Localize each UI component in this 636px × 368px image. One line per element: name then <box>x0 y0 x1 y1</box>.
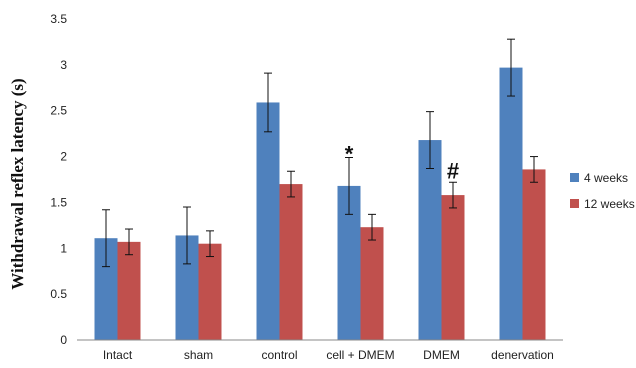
error-bar <box>530 156 538 183</box>
y-tick-label: 0.5 <box>50 287 67 301</box>
legend-item: 4 weeks <box>570 171 628 185</box>
bar-4-weeks <box>499 67 523 340</box>
x-category-label: sham <box>184 348 213 362</box>
legend-swatch <box>570 199 579 208</box>
y-tick-label: 1 <box>60 241 67 255</box>
y-axis-label: Withdrawal reflex latency (s) <box>8 78 27 289</box>
error-bar <box>507 38 515 97</box>
annotation-asterisk: * <box>345 141 354 166</box>
bar-4-weeks <box>94 238 118 340</box>
error-bar <box>206 230 214 258</box>
error-bar <box>287 170 295 198</box>
error-bar <box>102 209 110 268</box>
y-tick-label: 2 <box>60 150 67 164</box>
x-category-label: denervation <box>491 348 554 362</box>
error-bars <box>102 38 538 268</box>
legend: 4 weeks 12 weeks <box>570 171 635 211</box>
error-bar <box>426 111 434 169</box>
bar-12-weeks <box>441 195 465 340</box>
legend-item: 12 weeks <box>570 197 635 211</box>
bar-4-weeks <box>256 102 280 341</box>
y-tick-label: 1.5 <box>50 195 67 209</box>
bar-4-weeks <box>337 185 361 340</box>
bar-12-weeks <box>360 227 384 340</box>
error-bar <box>264 72 272 133</box>
y-tick-label: 2.5 <box>50 104 67 118</box>
annotations: *# <box>345 141 459 183</box>
legend-swatch <box>570 173 579 182</box>
x-category-label: control <box>261 348 297 362</box>
x-category-label: Intact <box>103 348 133 362</box>
legend-label: 4 weeks <box>584 171 628 185</box>
bar-12-weeks <box>117 241 141 340</box>
bar-12-weeks <box>522 169 546 340</box>
bar-4-weeks <box>175 235 199 340</box>
y-tick-label: 3.5 <box>50 12 67 26</box>
legend-label: 12 weeks <box>584 197 635 211</box>
error-bar <box>125 228 133 256</box>
x-category-label: DMEM <box>423 348 460 362</box>
error-bar <box>345 156 353 215</box>
annotation-hash: # <box>447 158 459 183</box>
error-bar <box>183 206 191 265</box>
bars <box>94 67 546 341</box>
bar-12-weeks <box>198 243 222 340</box>
category-labels: Intact sham control cell + DMEM DMEM denervat… <box>103 348 554 362</box>
bar-12-weeks <box>279 184 303 340</box>
bar-4-weeks <box>418 140 442 340</box>
y-tick-label: 3 <box>60 58 67 72</box>
x-category-label: cell + DMEM <box>326 348 394 362</box>
y-axis-ticks: 0 0.5 1 1.5 2 2.5 3 3.5 <box>50 12 67 347</box>
error-bar <box>368 213 376 241</box>
y-tick-label: 0 <box>60 333 67 347</box>
error-bar <box>449 181 457 209</box>
